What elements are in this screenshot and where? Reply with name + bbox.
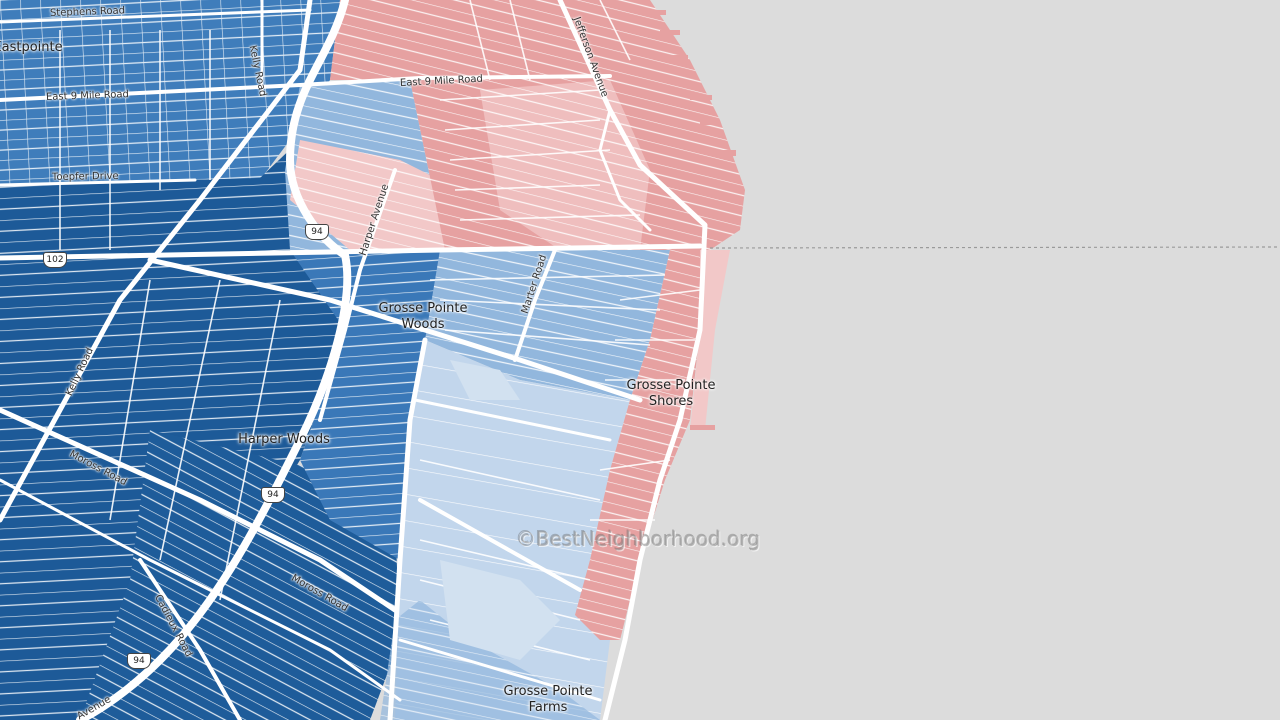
farms-road-3: [398, 638, 602, 702]
marina-piers: [650, 10, 736, 430]
nine-mile-road: [0, 74, 612, 102]
region-south-dark: [80, 430, 400, 720]
place-label-eastpointe-text: Eastpointe: [0, 40, 63, 55]
farms-road-1: [418, 498, 582, 592]
place-label-harper-woods-text: Harper Woods: [238, 432, 330, 447]
farms-parks: [440, 360, 560, 660]
interstate-94-shield-north: 94: [305, 224, 329, 240]
watermark-text: ©BestNeighborhood.org: [516, 527, 761, 551]
region-gp-shores: [575, 250, 725, 640]
moross-road: [0, 407, 398, 613]
region-farms-south: [380, 600, 600, 720]
vernier-road: [147, 257, 643, 403]
eight-mile-road: [0, 243, 703, 261]
i94-road: [76, 0, 352, 720]
kelly-road: [0, 0, 313, 523]
route-102-shield: 102: [43, 252, 67, 268]
place-label-grosse-pointe-woods: Grosse Pointe Woods: [378, 301, 467, 333]
region-harper-woods: [290, 250, 440, 560]
place-label-gpf-line1: Grosse Pointe: [503, 684, 593, 699]
place-label-gpf-line2: Farms: [528, 700, 568, 715]
interstate-94-shield-mid: 94: [261, 487, 285, 503]
mack-avenue: [387, 337, 428, 720]
place-label-gps-line2: Shores: [648, 394, 694, 409]
place-label-grosse-pointe-farms: Grosse Pointe Farms: [503, 684, 592, 716]
harper-avenue: [318, 168, 397, 422]
place-label-grosse-pointe-shores: Grosse Pointe Shores: [626, 378, 715, 410]
major-roads: [0, 0, 708, 720]
jefferson-avenue: [557, 0, 708, 720]
toepfer-drive: [0, 178, 197, 187]
street-label-toepfer: Toepfer Drive: [51, 170, 119, 183]
region-eastpointe: [0, 0, 340, 190]
interstate-94-shield-south: 94: [127, 653, 151, 669]
south-diagonal-road: [0, 478, 402, 702]
place-label-gpw-line2: Woods: [401, 317, 445, 332]
cadieux-road: [138, 558, 242, 720]
place-label-gpw-line1: Grosse Pointe: [378, 301, 468, 316]
farms-road-2: [413, 398, 612, 442]
region-pink-band: [290, 140, 460, 250]
stephens-road: [0, 8, 312, 24]
place-label-eastpointe: Eastpointe: [0, 40, 63, 56]
region-gp-woods: [425, 250, 670, 400]
local-roads: [59, 0, 701, 661]
marter-road: [513, 248, 557, 362]
county-boundary: [709, 246, 1280, 249]
place-label-gps-line1: Grosse Pointe: [626, 378, 716, 393]
place-label-harper-woods: Harper Woods: [238, 432, 330, 448]
